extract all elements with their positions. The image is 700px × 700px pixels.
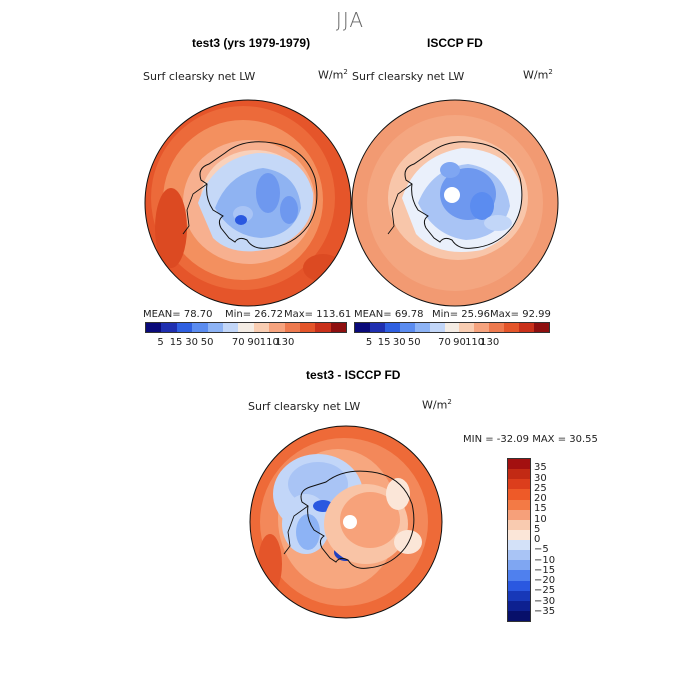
- colorbar-tick-label: 5: [365, 337, 373, 348]
- colorbar-tick-label: 15: [534, 503, 547, 515]
- colorbar-tick-label: 15: [377, 337, 391, 348]
- season-title: JJA: [335, 8, 365, 32]
- obs-min: Min= 25.96: [432, 309, 490, 320]
- colorbar-swatch: [399, 323, 415, 332]
- colorbar-swatch: [299, 323, 316, 332]
- colorbar-swatch: [444, 323, 460, 332]
- model-colorbar: [145, 322, 347, 333]
- colorbar-swatch: [429, 323, 445, 332]
- colorbar-swatch: [508, 580, 530, 591]
- model-variable-label: Surf clearsky net LW: [143, 70, 256, 83]
- colorbar-swatch: [508, 560, 530, 571]
- colorbar-tick-label: 20: [534, 493, 547, 504]
- colorbar-swatch: [238, 323, 254, 332]
- colorbar-swatch: [504, 323, 520, 332]
- colorbar-swatch: [207, 323, 223, 332]
- colorbar-tick-label: −30: [534, 595, 556, 607]
- obs-units: W/m2: [523, 68, 553, 82]
- colorbar-tick-label: −10: [534, 554, 556, 566]
- model-polar-map: [144, 99, 352, 307]
- diff-units: W/m2: [422, 398, 452, 412]
- colorbar-tick-label: −25: [534, 585, 556, 597]
- colorbar-swatch: [508, 479, 530, 490]
- colorbar-swatch: [414, 323, 430, 332]
- model-colorbar-labels: 5 15 30 50 70 90 110 130: [145, 337, 347, 351]
- model-mean: MEAN= 78.70: [143, 309, 213, 320]
- colorbar-swatch: [508, 590, 530, 601]
- model-min: Min= 26.72: [225, 309, 283, 320]
- colorbar-swatch: [369, 323, 385, 332]
- colorbar-tick-label: 130: [480, 337, 500, 348]
- colorbar-tick-label: −15: [534, 564, 556, 576]
- colorbar-swatch: [508, 489, 530, 500]
- model-panel-title: test3 (yrs 1979-1979): [192, 36, 311, 50]
- colorbar-tick-label: −20: [534, 575, 556, 586]
- colorbar-tick-label: 110: [465, 337, 485, 348]
- colorbar-swatch: [534, 323, 549, 332]
- colorbar-swatch: [519, 323, 535, 332]
- colorbar-swatch: [508, 529, 530, 540]
- colorbar-swatch: [508, 610, 530, 621]
- colorbar-tick-label: 30: [185, 337, 198, 348]
- colorbar-tick-label: 5: [157, 337, 164, 348]
- colorbar-swatch: [315, 323, 331, 332]
- colorbar-swatch: [508, 469, 530, 480]
- colorbar-tick-label: 90: [247, 337, 261, 348]
- colorbar-swatch: [284, 323, 300, 332]
- colorbar-swatch: [508, 499, 530, 510]
- colorbar-swatch: [459, 323, 475, 332]
- obs-colorbar: [354, 322, 550, 333]
- model-units: W/m2: [318, 68, 348, 82]
- colorbar-swatch: [161, 323, 177, 332]
- colorbar-swatch: [384, 323, 400, 332]
- colorbar-swatch: [222, 323, 239, 332]
- obs-max: Max= 92.99: [490, 309, 551, 320]
- colorbar-tick-label: 5: [534, 523, 541, 535]
- colorbar-swatch: [146, 323, 162, 332]
- diff-variable-label: Surf clearsky net LW: [248, 400, 361, 413]
- colorbar-swatch: [508, 509, 530, 520]
- diff-colorbar: [507, 458, 531, 622]
- model-max: Max= 113.61: [284, 309, 352, 320]
- colorbar-tick-label: −5: [534, 544, 549, 556]
- colorbar-tick-label: 30: [534, 472, 547, 484]
- colorbar-tick-label: −35: [534, 605, 556, 617]
- obs-mean: MEAN= 69.78: [354, 309, 424, 320]
- diff-polar-map: [249, 425, 443, 619]
- colorbar-swatch: [508, 519, 530, 530]
- colorbar-tick-label: 0: [534, 534, 541, 545]
- colorbar-tick-label: 110: [259, 337, 279, 348]
- colorbar-swatch: [508, 459, 530, 470]
- colorbar-swatch: [269, 323, 285, 332]
- colorbar-tick-label: 30: [392, 337, 406, 348]
- diff-minmax: MIN = -32.09 MAX = 30.55: [463, 434, 598, 445]
- colorbar-tick-label: 10: [534, 513, 547, 525]
- obs-polar-map: [351, 99, 559, 307]
- colorbar-swatch: [508, 570, 530, 581]
- colorbar-tick-label: 50: [200, 337, 214, 348]
- colorbar-tick-label: 35: [534, 462, 547, 474]
- obs-variable-label: Surf clearsky net LW: [352, 70, 465, 83]
- colorbar-swatch: [489, 323, 505, 332]
- colorbar-swatch: [355, 323, 370, 332]
- colorbar-swatch: [508, 550, 530, 561]
- colorbar-swatch: [253, 323, 270, 332]
- colorbar-swatch: [330, 323, 347, 332]
- colorbar-swatch: [176, 323, 193, 332]
- colorbar-tick-label: 25: [534, 482, 547, 494]
- colorbar-tick-label: 70: [231, 337, 245, 348]
- colorbar-swatch: [474, 323, 490, 332]
- colorbar-swatch: [508, 600, 530, 611]
- colorbar-swatch: [192, 323, 208, 332]
- colorbar-tick-label: 50: [407, 337, 421, 348]
- colorbar-tick-label: 15: [169, 337, 183, 348]
- colorbar-tick-label: 70: [438, 337, 451, 348]
- colorbar-tick-label: 130: [275, 337, 295, 348]
- obs-panel-title: ISCCP FD: [427, 36, 483, 50]
- diff-colorbar-labels: 35 30 25 20 15 10 5 0 −5 −10 −15 −20 −25 −30 −35: [534, 458, 574, 622]
- diff-panel-title: test3 - ISCCP FD: [306, 368, 401, 382]
- colorbar-tick-label: 90: [453, 337, 466, 348]
- colorbar-swatch: [508, 540, 530, 551]
- obs-colorbar-labels: 5 15 30 50 70 90 110 130: [354, 337, 550, 351]
